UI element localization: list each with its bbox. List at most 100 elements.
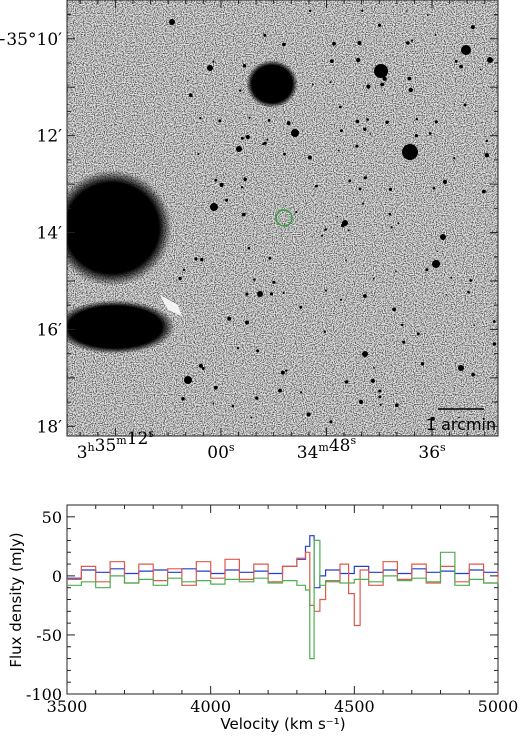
star [385, 120, 389, 125]
star [469, 279, 473, 282]
star [213, 385, 218, 390]
ra-tick-label: 34m48s [297, 434, 357, 463]
star [411, 39, 414, 42]
star [378, 389, 382, 393]
star [345, 259, 348, 262]
ra-tick-label: 00s [207, 441, 235, 463]
star [212, 402, 215, 405]
star [178, 276, 182, 281]
star [269, 292, 274, 296]
star [434, 120, 438, 124]
star [379, 403, 382, 406]
star [492, 401, 494, 403]
star [315, 184, 318, 188]
star [250, 416, 253, 419]
star [487, 57, 493, 63]
star [473, 324, 476, 327]
star [255, 396, 259, 400]
star [337, 149, 340, 152]
star [406, 41, 410, 45]
spectrum-chart: 50 0 -50 -100 3500 4000 4500 5000 Flux density… [7, 504, 519, 733]
star [388, 187, 393, 191]
y-tick-label: 0 [52, 567, 62, 586]
y-tick-label: 50 [42, 508, 62, 527]
star [416, 332, 420, 336]
star [397, 222, 400, 225]
star [388, 212, 392, 216]
star [445, 294, 448, 296]
ra-tick-label: 36s [418, 441, 446, 463]
star [406, 10, 408, 12]
star [197, 153, 200, 155]
star [272, 280, 276, 284]
star [454, 60, 458, 63]
dec-tick-label: 12′ [37, 127, 63, 147]
ra-axis-labels: 3h35m12s 00s 34m48s 36s [77, 427, 446, 463]
star [407, 76, 412, 81]
star [330, 59, 334, 64]
y-tick-label: -100 [26, 685, 62, 704]
star [285, 369, 288, 372]
star [198, 363, 203, 368]
star [363, 176, 367, 180]
star [329, 81, 332, 84]
star [344, 380, 349, 384]
star [282, 291, 285, 294]
star [432, 187, 436, 190]
star [324, 289, 327, 292]
star [338, 105, 342, 109]
spectrum-series [67, 535, 499, 660]
star [366, 118, 369, 121]
star [362, 351, 368, 357]
star [471, 372, 475, 377]
star [236, 347, 240, 350]
star [363, 294, 367, 298]
star [362, 202, 364, 205]
x-tick-label: 3500 [47, 697, 88, 716]
star [218, 119, 222, 123]
star [267, 119, 271, 122]
star [361, 9, 364, 12]
star [402, 144, 418, 160]
x-tick-label: 4500 [334, 697, 375, 716]
dec-axis-labels: −35°10′ 12′ 14′ 16′ 18′ [0, 30, 62, 438]
star [339, 298, 343, 301]
star [278, 388, 282, 393]
x-tick-label: 5000 [478, 697, 519, 716]
star [239, 89, 242, 92]
star [282, 42, 286, 47]
star [225, 198, 229, 202]
star [373, 367, 375, 369]
star [363, 127, 367, 131]
star [358, 399, 364, 404]
axis-ticks [66, 504, 499, 695]
star [332, 41, 336, 46]
star [370, 378, 375, 383]
star [357, 41, 362, 45]
star [200, 257, 204, 262]
star [482, 189, 486, 194]
star [201, 367, 205, 370]
star [169, 19, 175, 25]
star [453, 157, 456, 160]
plot-frame [66, 504, 499, 695]
series-line-2 [67, 539, 499, 660]
y-axis-label: Flux density (mJy) [7, 532, 25, 667]
star [470, 25, 475, 30]
star [212, 60, 215, 63]
star [358, 187, 362, 191]
star [458, 365, 464, 371]
star [262, 142, 265, 146]
star [187, 80, 189, 82]
star [268, 256, 272, 260]
dec-tick-label: −35°10′ [0, 30, 62, 50]
star [377, 23, 382, 27]
x-tick-label: 4000 [190, 697, 231, 716]
star [479, 68, 482, 71]
star [402, 340, 406, 344]
star [467, 290, 470, 294]
star [323, 330, 326, 333]
star [434, 33, 437, 36]
star [227, 316, 232, 321]
